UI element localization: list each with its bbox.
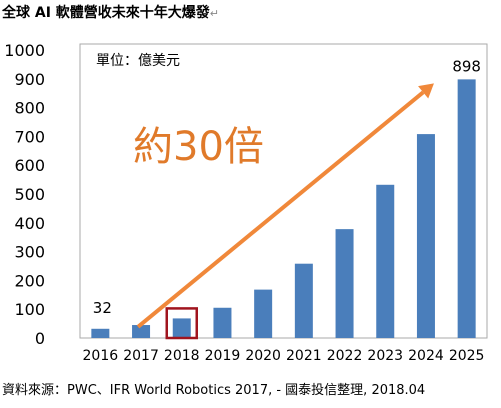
bar-2022 — [335, 229, 354, 338]
x-tick-label: 2019 — [205, 348, 241, 364]
x-tick-label: 2017 — [123, 348, 159, 364]
y-tick-label: 500 — [14, 185, 45, 204]
x-tick-label: 2024 — [408, 348, 444, 364]
source-text: 資料來源：PWC、IFR World Robotics 2017, - 國泰投信… — [2, 383, 426, 398]
y-tick-label: 200 — [14, 271, 45, 290]
x-tick-label: 2018 — [164, 348, 200, 364]
plot-border — [79, 43, 488, 339]
x-tick-label: 2021 — [286, 348, 322, 364]
arrow-head — [418, 83, 434, 99]
y-tick-label: 700 — [14, 127, 45, 146]
bar-2018 — [172, 318, 191, 338]
arrow-shaft — [136, 90, 425, 329]
bar-2019 — [213, 307, 232, 338]
y-axis-ticks: 0 100 200 300 400 500 600 700 800 900 1000 — [4, 41, 45, 348]
chart-title: 全球 AI 軟體營收未來十年大爆發↵ — [2, 2, 219, 22]
source-note: 資料來源：PWC、IFR World Robotics 2017, - 國泰投信… — [2, 379, 425, 398]
y-tick-label: 300 — [14, 243, 45, 262]
data-label-first: 32 — [93, 299, 112, 317]
y-tick-label: 100 — [14, 300, 45, 319]
bars-group — [91, 79, 476, 338]
x-tick-label: 2023 — [367, 348, 403, 364]
x-tick-label: 2016 — [83, 348, 119, 364]
y-tick-label: 900 — [14, 70, 45, 89]
y-tick-label: 0 — [35, 329, 45, 348]
y-tick-label: 1000 — [4, 41, 45, 60]
return-mark: ↵ — [209, 7, 220, 20]
data-label-last: 898 — [452, 57, 481, 75]
x-tick-label: 2020 — [245, 348, 281, 364]
x-tick-label: 2025 — [449, 348, 485, 364]
bar-2016 — [91, 328, 110, 338]
bar-2025 — [457, 79, 476, 338]
bar-2021 — [294, 263, 313, 338]
title-text: 全球 AI 軟體營收未來十年大爆發 — [2, 5, 210, 21]
growth-arrow — [136, 83, 434, 329]
bar-2020 — [254, 289, 273, 338]
y-tick-label: 800 — [14, 99, 45, 118]
unit-label: 單位：億美元 — [96, 53, 180, 69]
bar-2023 — [376, 184, 395, 338]
y-tick-label: 600 — [14, 156, 45, 175]
growth-annotation: 約30倍 — [133, 124, 264, 170]
highlight-box — [165, 307, 198, 340]
x-tick-label: 2022 — [327, 348, 363, 364]
bar-2024 — [416, 134, 435, 338]
y-tick-label: 400 — [14, 214, 45, 233]
bar-2017 — [132, 325, 151, 338]
x-axis-ticks: 2016 2017 2018 2019 2020 2021 2022 2023 2024 2025 — [83, 348, 485, 364]
